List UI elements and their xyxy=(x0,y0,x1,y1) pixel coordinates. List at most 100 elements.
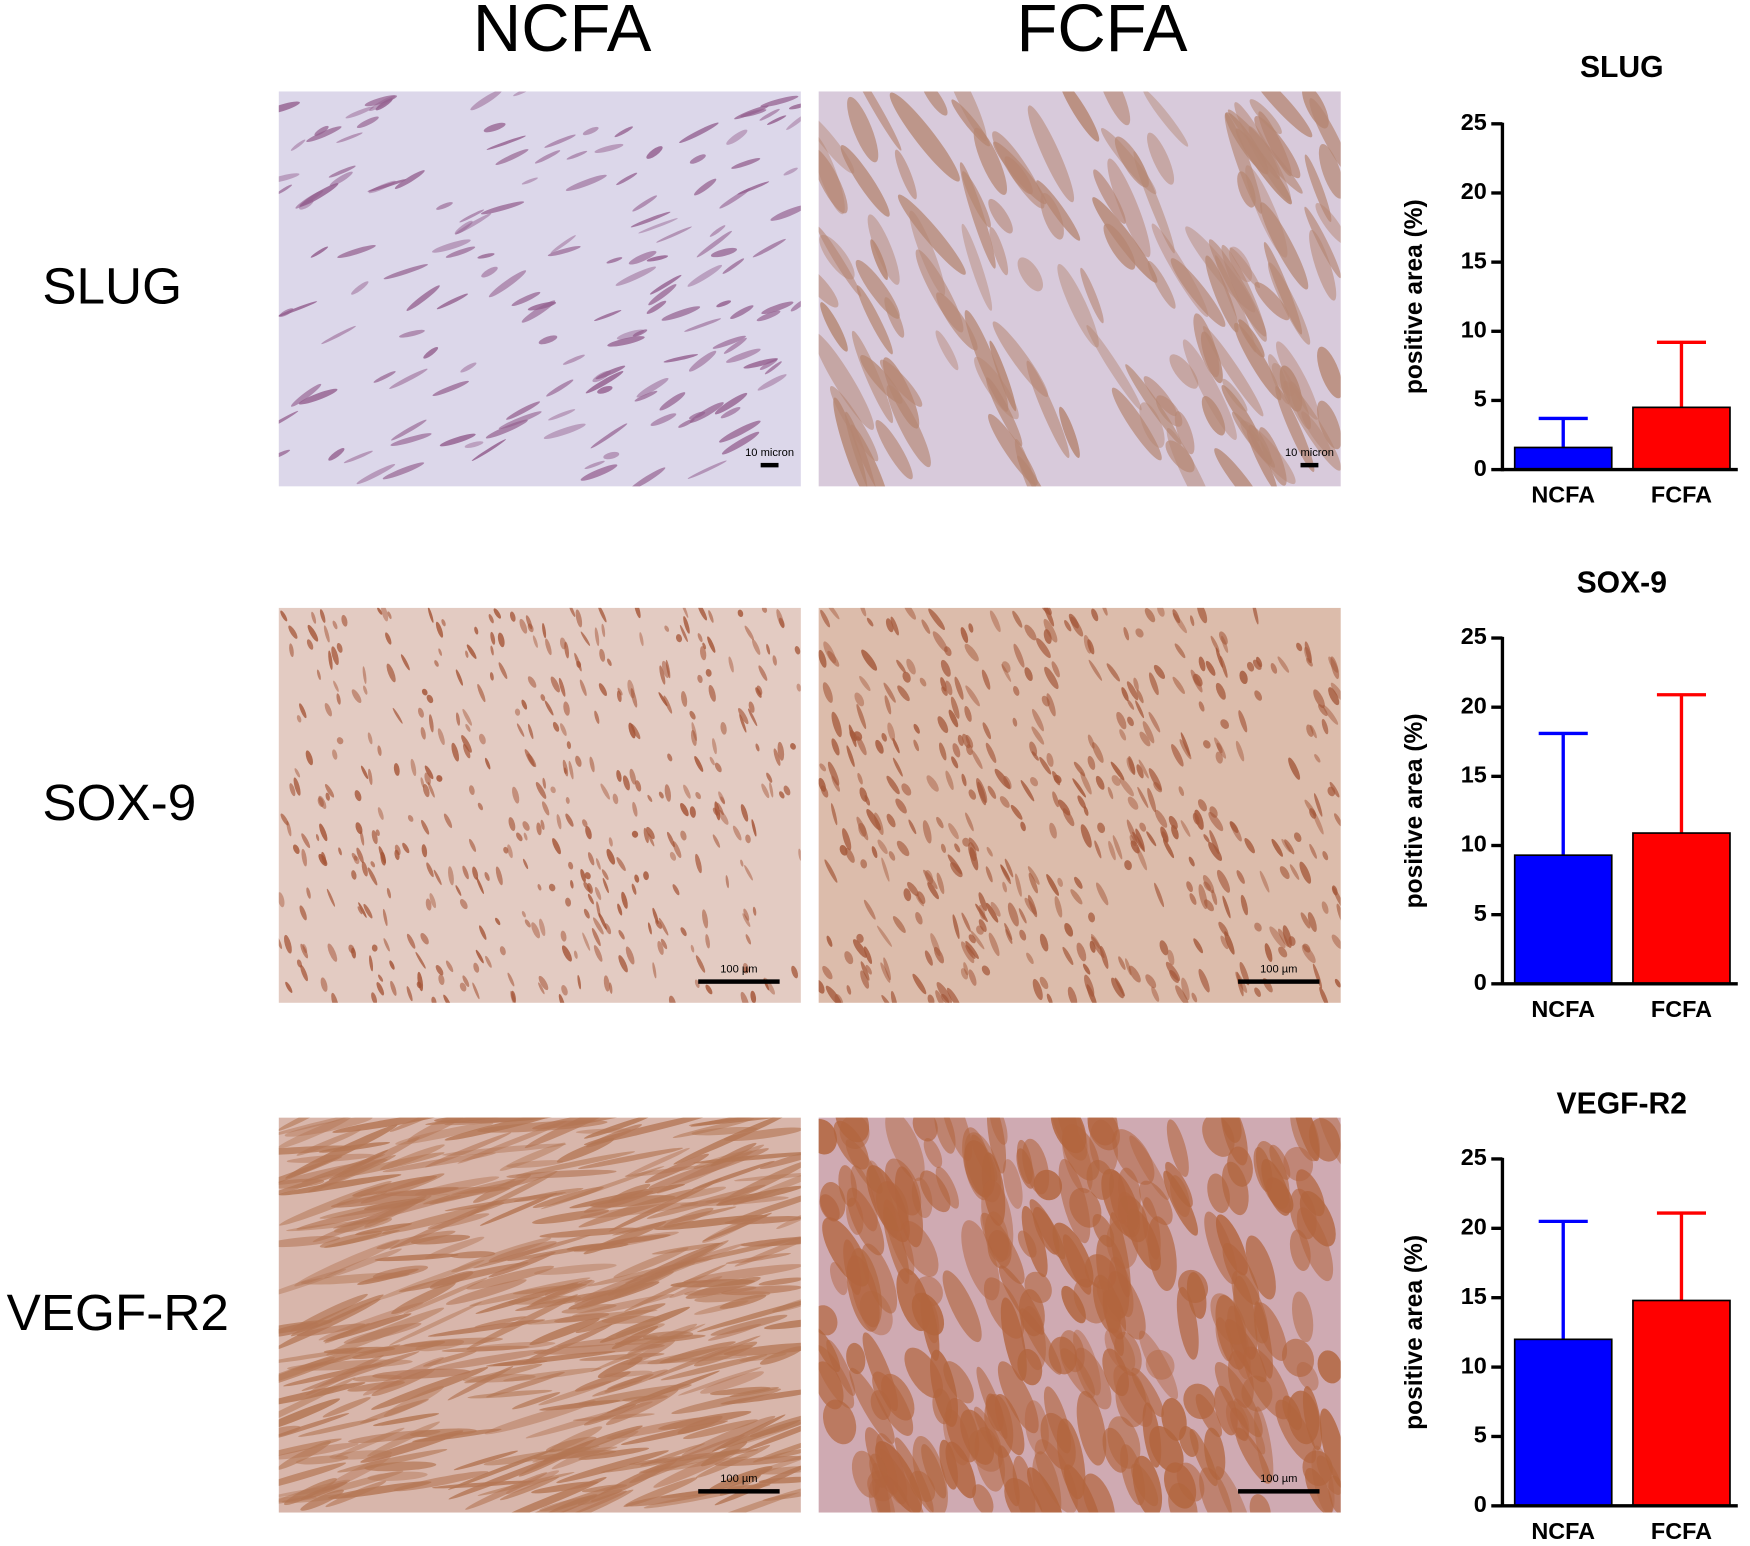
cell xyxy=(630,688,638,708)
cell xyxy=(1049,822,1057,839)
cell xyxy=(885,1158,922,1216)
cell xyxy=(638,218,678,234)
cell xyxy=(1282,925,1292,948)
cell xyxy=(560,930,567,942)
chart-title: SLUG xyxy=(1580,51,1664,84)
cell xyxy=(769,782,774,798)
cell xyxy=(573,950,578,959)
cell xyxy=(597,607,607,623)
cell xyxy=(506,1160,564,1168)
cell xyxy=(798,848,801,861)
cell xyxy=(1111,775,1121,786)
cell xyxy=(1112,1129,1155,1185)
cell xyxy=(1046,753,1054,767)
cell xyxy=(824,859,838,883)
cell xyxy=(965,812,974,832)
cell xyxy=(1169,970,1179,983)
cell xyxy=(972,1484,994,1513)
cell xyxy=(1189,893,1197,905)
cell xyxy=(589,756,595,773)
cell xyxy=(679,122,719,144)
cell xyxy=(1020,821,1026,832)
cell xyxy=(443,813,453,829)
cell xyxy=(1013,643,1025,668)
cell xyxy=(867,214,900,285)
cell xyxy=(860,970,870,989)
cell xyxy=(705,1193,762,1203)
cell xyxy=(371,1367,489,1410)
cell xyxy=(1252,659,1262,670)
cell xyxy=(564,641,570,659)
cell xyxy=(661,660,670,679)
cell xyxy=(565,813,574,827)
cell xyxy=(542,623,547,639)
cell xyxy=(521,699,528,710)
cell xyxy=(331,992,339,1003)
cell xyxy=(533,1263,617,1275)
cell xyxy=(399,329,425,338)
cell xyxy=(532,1209,610,1225)
cell xyxy=(915,893,924,907)
cell xyxy=(538,335,558,345)
cell xyxy=(868,1479,896,1513)
cell xyxy=(1092,1213,1115,1248)
cell xyxy=(1147,260,1176,309)
cell xyxy=(913,723,920,734)
cell xyxy=(390,980,397,996)
cell xyxy=(818,332,875,430)
cell xyxy=(752,639,761,655)
cell xyxy=(985,742,997,763)
cell xyxy=(752,238,786,258)
cell xyxy=(619,1355,747,1365)
cell xyxy=(1135,700,1145,719)
cell xyxy=(284,1117,373,1137)
cell xyxy=(1186,881,1193,893)
cell xyxy=(583,1404,636,1426)
cell xyxy=(1188,856,1195,867)
cell xyxy=(634,390,658,402)
cell xyxy=(985,902,999,923)
cell xyxy=(622,775,630,791)
cell xyxy=(295,1455,349,1465)
cell xyxy=(632,329,648,337)
cell xyxy=(493,608,502,619)
cell xyxy=(1111,977,1124,999)
cell xyxy=(694,178,717,196)
cell xyxy=(301,833,311,849)
cell xyxy=(587,893,594,905)
cell xyxy=(357,1268,419,1285)
cell xyxy=(948,709,959,728)
cell xyxy=(965,685,980,707)
cell xyxy=(333,1217,393,1233)
cell xyxy=(479,1192,558,1226)
cell xyxy=(989,227,1009,276)
cell xyxy=(881,857,890,882)
cell xyxy=(373,1413,440,1427)
cell xyxy=(1163,1170,1198,1236)
cell xyxy=(1198,884,1208,910)
cell xyxy=(675,1186,727,1200)
cell xyxy=(1101,607,1108,616)
cell xyxy=(1039,976,1049,990)
cell xyxy=(912,1117,938,1142)
cell xyxy=(1084,974,1095,997)
cell xyxy=(527,753,537,768)
cell xyxy=(1135,828,1145,851)
cell xyxy=(759,1146,801,1170)
cell xyxy=(1017,257,1043,292)
cell xyxy=(1126,681,1139,701)
cell xyxy=(1315,203,1341,245)
cell xyxy=(672,884,680,896)
cell xyxy=(472,982,480,1000)
cell xyxy=(660,938,668,950)
cell xyxy=(968,837,980,852)
cell xyxy=(1254,690,1263,701)
cell xyxy=(960,968,969,980)
cells xyxy=(818,1117,1341,1513)
cell xyxy=(642,1456,748,1474)
scale-label: 10 micron xyxy=(745,447,794,459)
cell xyxy=(360,830,365,846)
cell xyxy=(1151,986,1160,1002)
cell xyxy=(279,1181,392,1226)
cell xyxy=(590,423,628,449)
